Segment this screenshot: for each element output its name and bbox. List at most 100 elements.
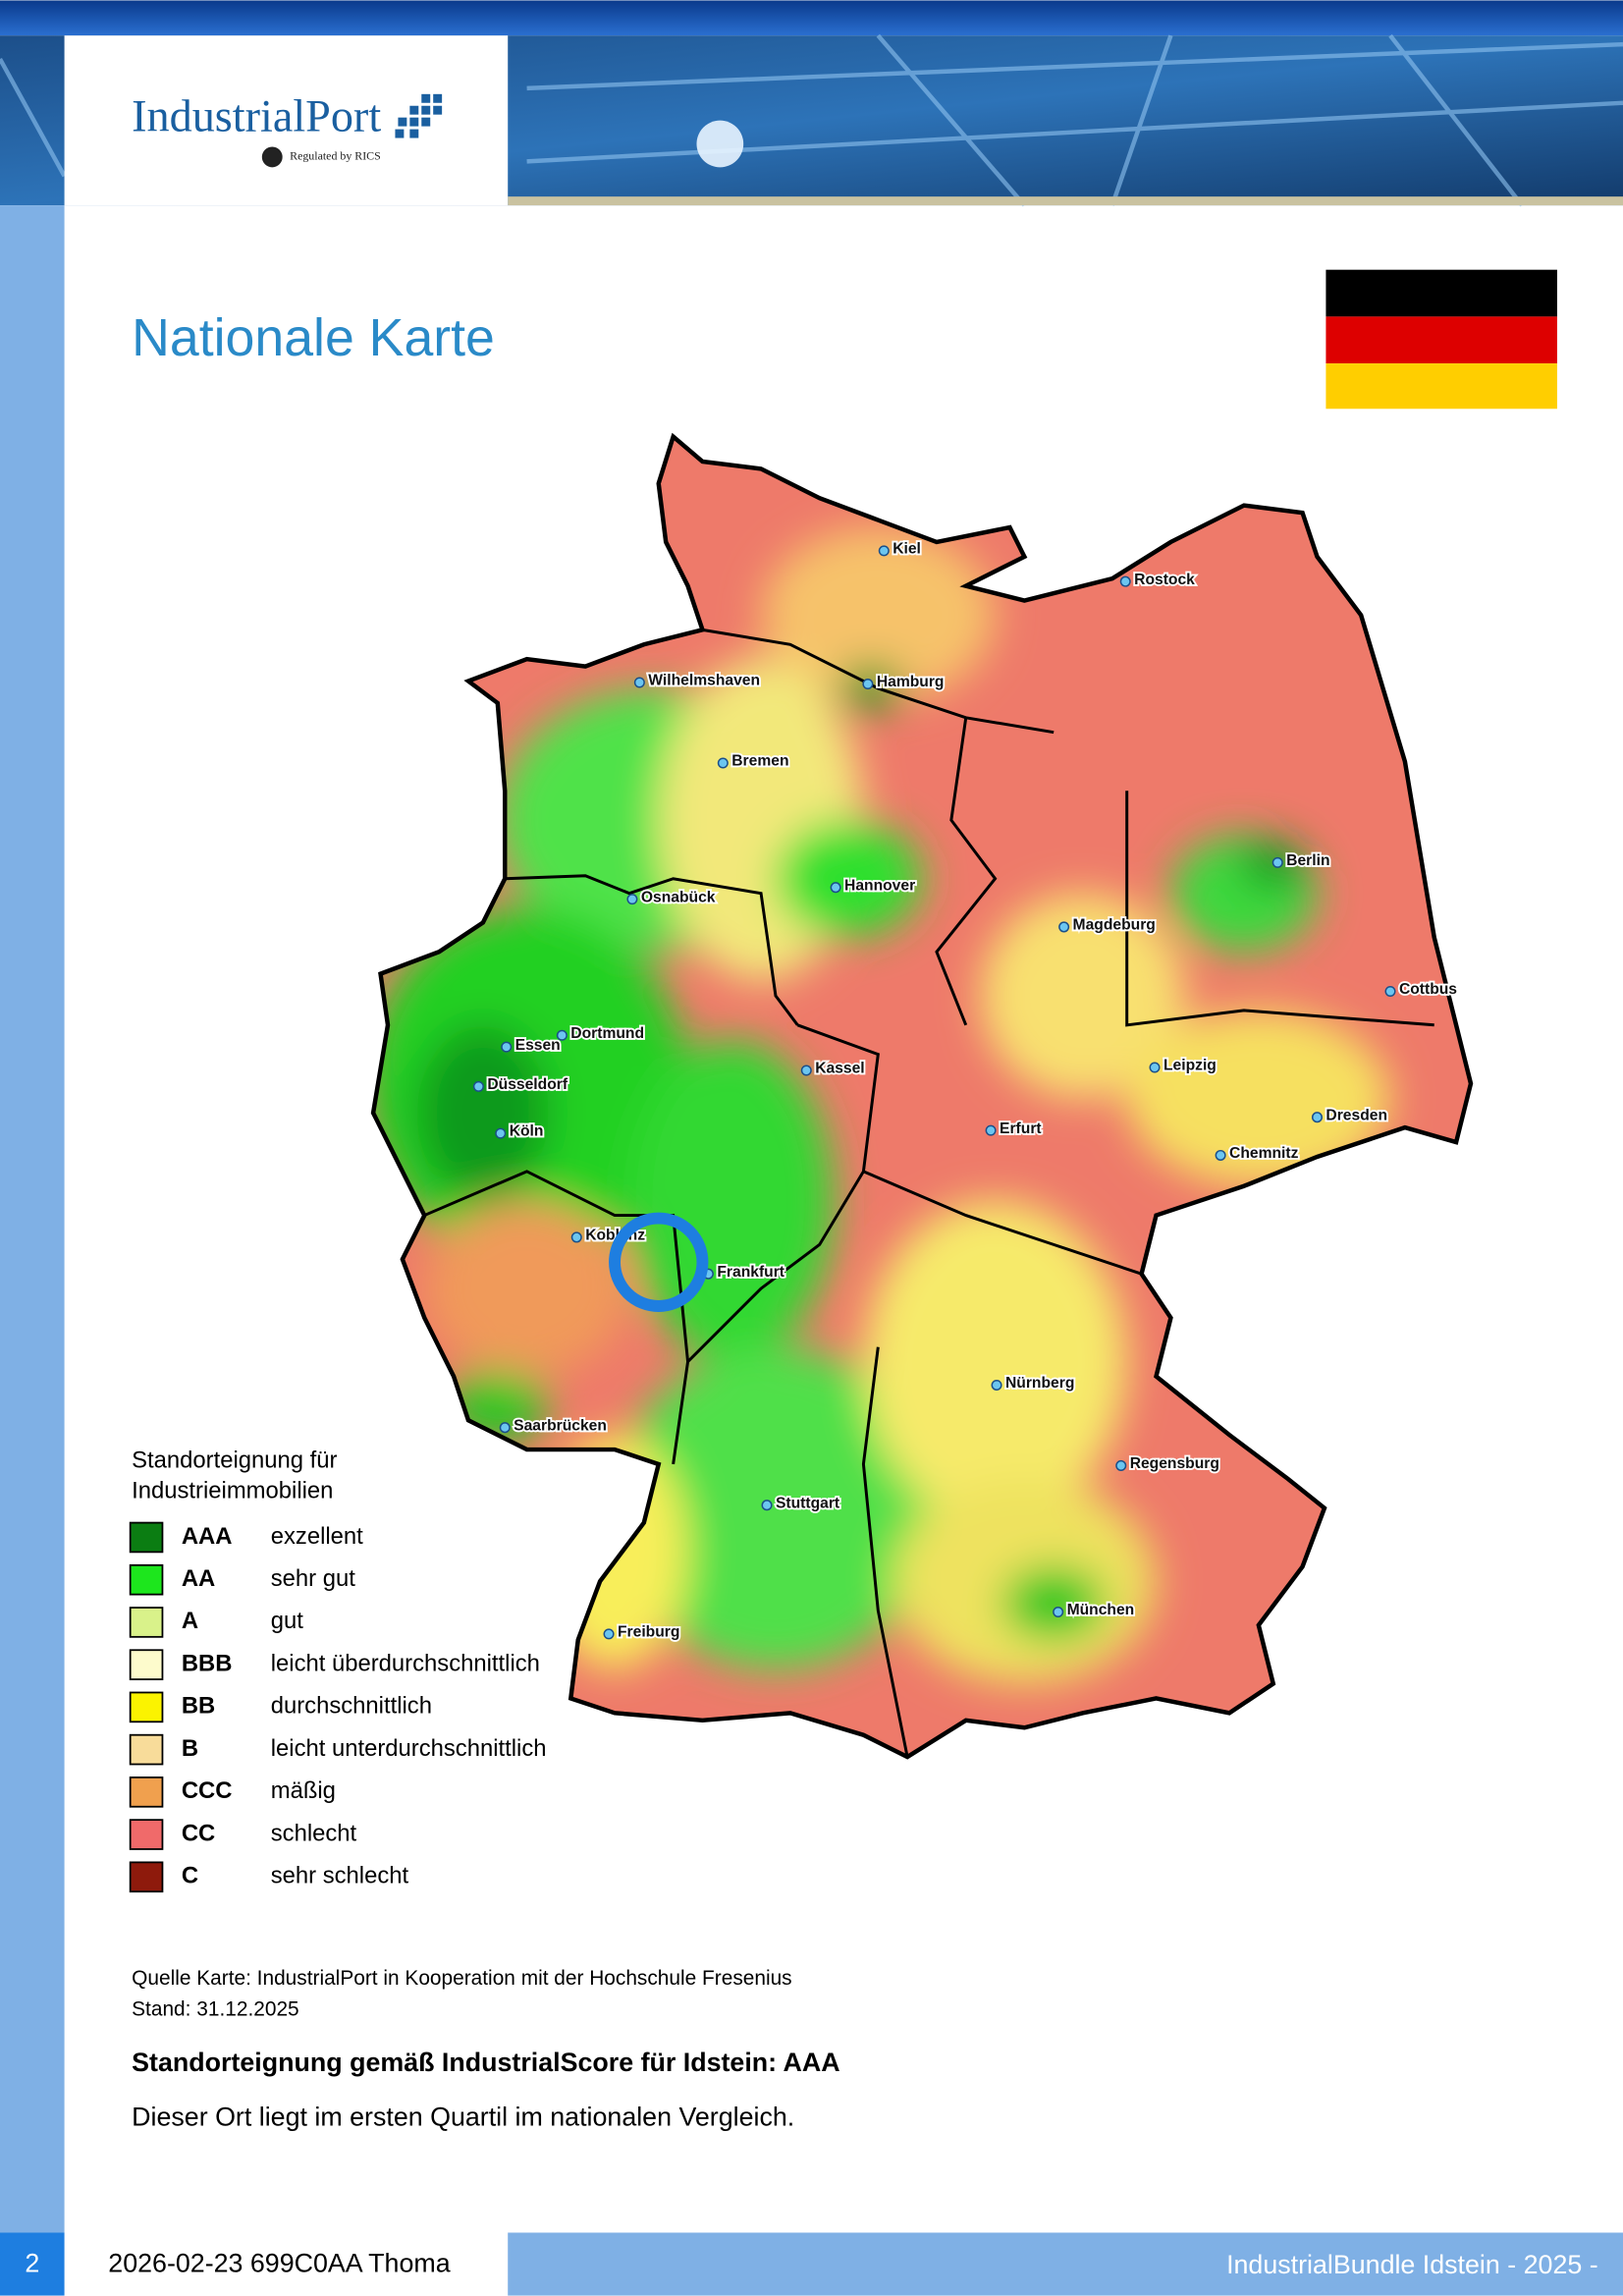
legend-label: leicht unterdurchschnittlich bbox=[271, 1735, 547, 1762]
city-dot bbox=[985, 1124, 997, 1136]
city-label: Frankfurt bbox=[717, 1264, 784, 1281]
footer-page-box bbox=[0, 2232, 65, 2296]
city-dot bbox=[878, 545, 890, 557]
city-dot bbox=[991, 1379, 1002, 1391]
city-label: Essen bbox=[515, 1037, 561, 1054]
city-dot bbox=[499, 1422, 511, 1434]
city-dot bbox=[862, 678, 874, 690]
city-dot bbox=[472, 1080, 484, 1092]
city-dot bbox=[501, 1041, 513, 1053]
city-label: Chemnitz bbox=[1229, 1145, 1299, 1162]
legend-code: AA bbox=[182, 1565, 215, 1592]
city-dot bbox=[830, 882, 841, 894]
legend-swatch bbox=[129, 1861, 164, 1893]
legend-swatch bbox=[129, 1563, 164, 1596]
city-label: Freiburg bbox=[618, 1624, 679, 1641]
legend-swatch bbox=[129, 1819, 164, 1850]
city-label: Osnabück bbox=[641, 889, 716, 905]
legend-code: C bbox=[182, 1863, 198, 1889]
source-line: Quelle Karte: IndustrialPort in Kooperat… bbox=[132, 1967, 791, 1990]
city-label: Leipzig bbox=[1163, 1058, 1217, 1074]
legend-label: schlecht bbox=[271, 1820, 357, 1846]
city-dot bbox=[603, 1628, 615, 1640]
city-label: Kassel bbox=[815, 1061, 864, 1077]
city-dot bbox=[1058, 921, 1070, 933]
city-dot bbox=[1115, 1459, 1127, 1471]
logo-box bbox=[64, 35, 509, 206]
city-dot bbox=[717, 757, 729, 769]
logo: IndustrialPort bbox=[132, 90, 381, 140]
legend: Standorteignung fürIndustrieimmobilienAA… bbox=[129, 1447, 547, 1893]
map-fill bbox=[373, 436, 1471, 1758]
state-borders bbox=[423, 628, 1434, 1758]
city-dot bbox=[1119, 575, 1131, 587]
city-label: Magdeburg bbox=[1073, 917, 1156, 934]
city-dot bbox=[495, 1127, 507, 1139]
city-label: Hannover bbox=[844, 877, 915, 894]
city-label: Dresden bbox=[1325, 1107, 1387, 1123]
city-dot bbox=[1311, 1112, 1323, 1123]
city-dot bbox=[800, 1065, 812, 1076]
city-label: Hamburg bbox=[877, 674, 945, 690]
doc-id: 2026-02-23 699C0AA Thoma bbox=[108, 2248, 450, 2277]
city-label: Regensburg bbox=[1130, 1455, 1219, 1472]
city-label: Cottbus bbox=[1399, 981, 1457, 998]
page-number: 2 bbox=[25, 2248, 39, 2277]
legend-title: Industrieimmobilien bbox=[132, 1478, 333, 1504]
legend-label: durchschnittlich bbox=[271, 1693, 432, 1720]
source-line: Stand: 31.12.2025 bbox=[132, 1997, 299, 2020]
city-dot bbox=[556, 1029, 568, 1041]
bundle-name: IndustrialBundle Idstein - 2025 - bbox=[1226, 2250, 1598, 2279]
legend-label: sehr gut bbox=[271, 1565, 355, 1592]
location-marker bbox=[609, 1212, 709, 1312]
legend-label: sehr schlecht bbox=[271, 1863, 409, 1889]
city-dot bbox=[570, 1231, 582, 1243]
city-label: Rostock bbox=[1134, 572, 1195, 588]
city-dot bbox=[1384, 985, 1396, 998]
page-title: Nationale Karte bbox=[132, 308, 495, 367]
score-heading: Standorteignung gemäß IndustrialScore fü… bbox=[132, 2048, 840, 2077]
rics-icon bbox=[261, 146, 283, 168]
legend-swatch bbox=[129, 1733, 164, 1766]
city-label: Düsseldorf bbox=[487, 1076, 568, 1093]
city-label: Berlin bbox=[1286, 852, 1329, 869]
legend-code: BB bbox=[182, 1693, 215, 1720]
legend-title: Standorteignung für bbox=[132, 1447, 337, 1473]
city-dot bbox=[1053, 1606, 1064, 1618]
city-label: Stuttgart bbox=[776, 1495, 840, 1511]
legend-label: exzellent bbox=[271, 1523, 363, 1550]
city-label: Nürnberg bbox=[1005, 1375, 1074, 1392]
legend-code: CC bbox=[182, 1820, 215, 1846]
legend-label: leicht überdurchschnittlich bbox=[271, 1650, 540, 1676]
top-bar bbox=[0, 0, 1623, 36]
legend-swatch bbox=[129, 1607, 164, 1638]
legend-swatch bbox=[129, 1521, 164, 1554]
legend-code: A bbox=[182, 1608, 198, 1634]
city-label: Dortmund bbox=[570, 1025, 644, 1042]
city-label: Bremen bbox=[731, 753, 788, 770]
city-layer: Kiel Rostock Wilhelmshaven Hamburg Bremen Han… bbox=[472, 539, 1459, 1642]
city-label: Saarbrücken bbox=[514, 1417, 607, 1434]
logo-tagline: Regulated by RICS bbox=[290, 149, 381, 163]
city-dot bbox=[761, 1500, 773, 1511]
header-rule bbox=[508, 196, 1623, 206]
legend-label: gut bbox=[271, 1608, 304, 1634]
city-label: Wilhelmshaven bbox=[648, 673, 760, 689]
legend-code: AAA bbox=[182, 1523, 233, 1550]
sidebar bbox=[0, 205, 65, 2233]
legend-code: B bbox=[182, 1735, 198, 1762]
legend-swatch bbox=[129, 1649, 164, 1680]
legend-swatch bbox=[129, 1777, 164, 1808]
legend-code: BBB bbox=[182, 1650, 233, 1676]
logo-icon bbox=[395, 93, 443, 138]
city-dot bbox=[1149, 1062, 1161, 1073]
city-dot bbox=[633, 677, 645, 688]
legend-label: mäßig bbox=[271, 1777, 336, 1804]
footer-bar bbox=[508, 2232, 1623, 2296]
city-label: München bbox=[1067, 1602, 1135, 1618]
city-dot bbox=[1215, 1149, 1226, 1161]
legend-swatch bbox=[129, 1691, 164, 1723]
city-dot bbox=[1271, 856, 1283, 868]
